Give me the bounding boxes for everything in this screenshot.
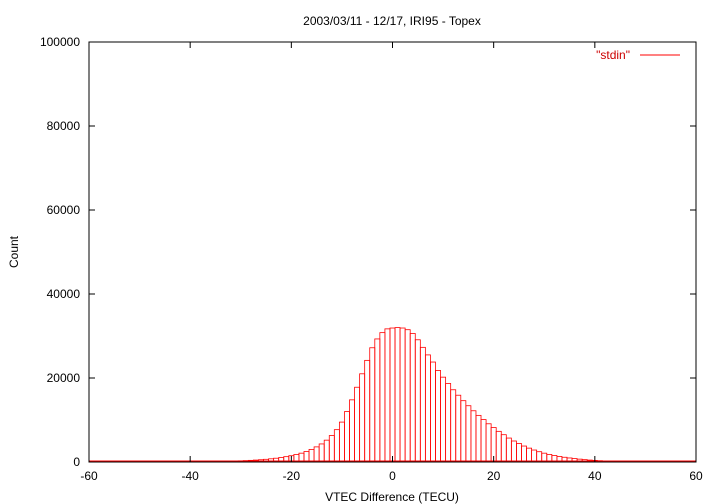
histogram-bar (374, 338, 381, 463)
histogram-bar (333, 429, 340, 463)
histogram-bar (450, 389, 457, 463)
y-tick-label: 80000 (47, 119, 81, 133)
histogram-bar (510, 440, 517, 463)
histogram-bar (495, 430, 502, 463)
histogram-bar (359, 373, 366, 463)
histogram-bar (470, 410, 477, 463)
axes-group: -60 -40 -20 0 20 40 60 0 20000 40000 60000 80000 100… (40, 35, 703, 483)
x-tick-label: 0 (389, 469, 396, 483)
histogram-bar (531, 449, 538, 463)
x-tick-label: -20 (283, 469, 301, 483)
histogram-bar (455, 394, 462, 463)
histogram-bar (430, 361, 436, 463)
histogram-bar (328, 435, 335, 463)
histogram-bar (318, 443, 325, 463)
histogram-bar (389, 327, 396, 463)
histogram-bar (399, 327, 406, 463)
histogram-bar (414, 339, 421, 463)
histogram-bar (303, 451, 310, 463)
histogram-bar (424, 354, 431, 463)
y-tick-label: 20000 (47, 371, 81, 385)
histogram-bar (516, 443, 522, 463)
y-tick-label: 40000 (47, 287, 81, 301)
y-tick-label: 100000 (40, 35, 80, 49)
histogram-bar (480, 419, 487, 463)
histogram-bar (465, 405, 472, 463)
chart-title: 2003/03/11 - 12/17, IRI95 - Topex (303, 14, 481, 28)
histogram-bar (349, 399, 355, 463)
histogram-bar (440, 376, 447, 463)
histogram-bar (521, 445, 527, 463)
x-tick-label: -40 (181, 469, 199, 483)
x-tick-label: 40 (588, 469, 602, 483)
histogram-bar (445, 383, 452, 463)
histogram-bar (475, 414, 482, 463)
histogram-bar (485, 423, 492, 463)
histogram-bar (308, 448, 315, 463)
histogram-bar (460, 400, 467, 463)
histogram-bar (526, 447, 533, 463)
x-axis-label: VTEC Difference (TECU) (325, 490, 459, 504)
y-tick-label: 0 (73, 455, 80, 469)
histogram-bar (536, 451, 543, 463)
histogram-bar (379, 332, 386, 463)
histogram-bar (364, 359, 371, 463)
x-tick-label: -60 (80, 469, 98, 483)
histogram-bar (369, 347, 376, 463)
histogram-bar (419, 346, 426, 463)
histogram-bar (384, 328, 391, 463)
histogram-bar (404, 329, 411, 463)
histogram-bar (338, 421, 345, 463)
histogram-bar (435, 370, 441, 463)
x-tick-label: 60 (689, 469, 703, 483)
histogram-bar (354, 386, 361, 463)
bars-group (187, 327, 624, 463)
y-tick-label: 60000 (47, 203, 81, 217)
histogram-bar (394, 327, 401, 463)
histogram-bar (500, 434, 507, 463)
histogram-bar (313, 446, 320, 463)
legend: "stdin" (596, 48, 680, 62)
histogram-bar (409, 333, 416, 463)
legend-label: "stdin" (596, 48, 630, 62)
histogram-bar (323, 439, 330, 463)
y-axis-label: Count (7, 235, 21, 268)
plot-frame (88, 41, 697, 463)
histogram-bar (344, 411, 350, 463)
x-tick-label: 20 (487, 469, 501, 483)
histogram-bar (505, 437, 512, 463)
